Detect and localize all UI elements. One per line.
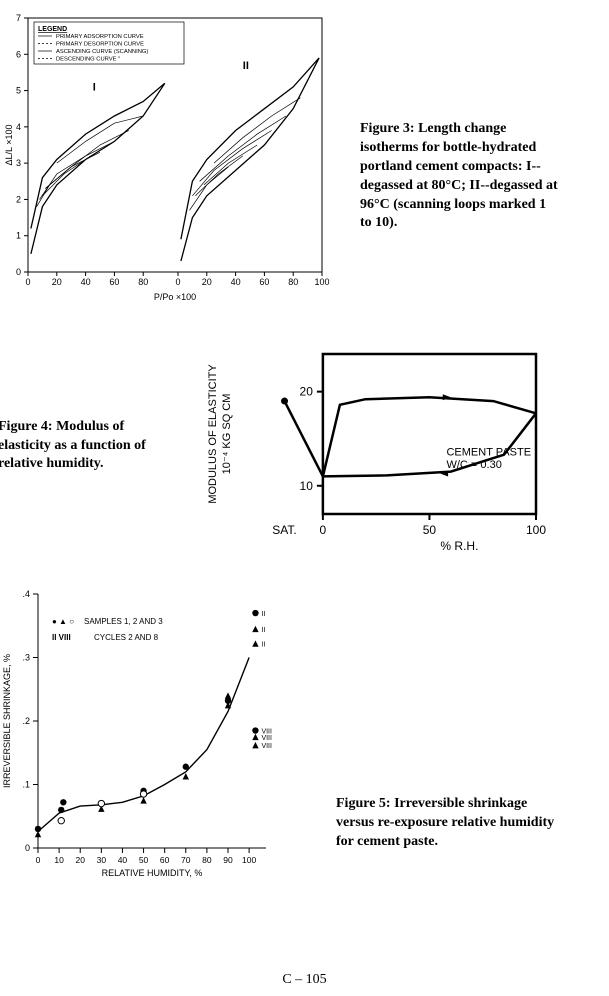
figure-3-chart: 0 1 2 3 4 5 6 7 0 20 40 60 80 0 20 40 60 80 100 P/Po ×100 ΔL… (0, 10, 330, 310)
figure-4-chart: 10 20 0 50 100 SAT. % R.H. MODULUS OF ELASTICIT… (198, 336, 548, 556)
svg-text:7: 7 (16, 13, 21, 23)
svg-text:60: 60 (160, 855, 170, 865)
svg-text:P/Po ×100: P/Po ×100 (154, 292, 196, 302)
figure-4-caption: Figure 4: Modulus of elasticity as a fun… (0, 418, 158, 475)
svg-text:20: 20 (75, 855, 85, 865)
svg-text:● ▲ ○: ● ▲ ○ (52, 617, 74, 626)
svg-text:70: 70 (181, 855, 191, 865)
svg-text:5: 5 (16, 86, 21, 96)
svg-text:0: 0 (16, 267, 21, 277)
svg-text:CEMENT PASTE: CEMENT PASTE (446, 447, 531, 459)
svg-text:50: 50 (423, 523, 437, 537)
svg-text:6: 6 (16, 49, 21, 59)
svg-text:.2: .2 (22, 716, 30, 726)
svg-text:VIII: VIII (261, 735, 272, 742)
svg-text:.3: .3 (22, 653, 30, 663)
svg-text:10⁻⁴ KG SQ CM: 10⁻⁴ KG SQ CM (221, 394, 233, 475)
svg-text:100: 100 (526, 523, 546, 537)
svg-text:40: 40 (231, 277, 241, 287)
svg-text:ASCENDING CURVE (SCANNING): ASCENDING CURVE (SCANNING) (56, 49, 148, 55)
svg-text:20: 20 (300, 385, 314, 399)
svg-text:0: 0 (320, 523, 327, 537)
svg-text:II: II (261, 627, 265, 634)
svg-text:0: 0 (36, 855, 41, 865)
svg-text:10: 10 (54, 855, 64, 865)
svg-text:RELATIVE HUMIDITY, %: RELATIVE HUMIDITY, % (102, 868, 203, 878)
svg-text:60: 60 (109, 277, 119, 287)
svg-text:40: 40 (81, 277, 91, 287)
svg-text:PRIMARY ADSORPTION CURVE: PRIMARY ADSORPTION CURVE (56, 34, 144, 40)
figure-3-caption: Figure 3: Length change isotherms for bo… (360, 120, 560, 233)
svg-text:SAT.: SAT. (272, 523, 296, 537)
svg-text:.1: .1 (22, 780, 30, 790)
svg-text:II: II (243, 60, 249, 72)
svg-text:100: 100 (242, 855, 256, 865)
svg-text:4: 4 (16, 122, 21, 132)
svg-text:PRIMARY DESORPTION CURVE: PRIMARY DESORPTION CURVE (56, 42, 144, 48)
svg-text:CYCLES 2 AND 8: CYCLES 2 AND 8 (94, 633, 159, 642)
svg-text:W/C = 0.30: W/C = 0.30 (446, 459, 501, 471)
svg-text:II: II (261, 642, 265, 649)
svg-text:0: 0 (25, 277, 30, 287)
svg-text:20: 20 (202, 277, 212, 287)
svg-text:SAMPLES 1, 2 AND 3: SAMPLES 1, 2 AND 3 (84, 617, 163, 626)
svg-text:0: 0 (175, 277, 180, 287)
svg-text:80: 80 (138, 277, 148, 287)
svg-text:90: 90 (223, 855, 233, 865)
svg-text:80: 80 (288, 277, 298, 287)
figure-5-caption: Figure 5: Irreversible shrinkage versus … (336, 795, 556, 852)
svg-text:100: 100 (314, 277, 329, 287)
svg-text:2: 2 (16, 194, 21, 204)
svg-text:20: 20 (52, 277, 62, 287)
svg-text:DESCENDING CURVE ": DESCENDING CURVE " (56, 57, 120, 63)
svg-text:10: 10 (300, 479, 314, 493)
svg-text:60: 60 (259, 277, 269, 287)
svg-text:0: 0 (25, 843, 30, 853)
svg-text:II: II (261, 611, 265, 618)
page-number: C – 105 (0, 972, 609, 988)
svg-text:40: 40 (118, 855, 128, 865)
svg-text:VIII: VIII (261, 743, 272, 750)
svg-text:80: 80 (202, 855, 212, 865)
svg-text:30: 30 (97, 855, 107, 865)
svg-text:.4: .4 (22, 589, 30, 599)
svg-text:50: 50 (139, 855, 149, 865)
svg-text:3: 3 (16, 158, 21, 168)
svg-text:II VIII: II VIII (52, 633, 71, 642)
svg-text:I: I (93, 82, 96, 94)
svg-text:MODULUS OF ELASTICITY: MODULUS OF ELASTICITY (207, 364, 219, 504)
svg-text:ΔL/L ×100: ΔL/L ×100 (4, 125, 14, 166)
svg-text:LEGEND: LEGEND (38, 26, 67, 33)
figure-5-chart: 0 10 20 30 40 50 60 70 80 90 100 0 .1 .2 .3 .4 RELATIVE … (0, 582, 286, 882)
svg-text:% R.H.: % R.H. (440, 539, 478, 553)
svg-text:IRREVERSIBLE SHRINKAGE, %: IRREVERSIBLE SHRINKAGE, % (2, 654, 12, 788)
svg-text:1: 1 (16, 231, 21, 241)
